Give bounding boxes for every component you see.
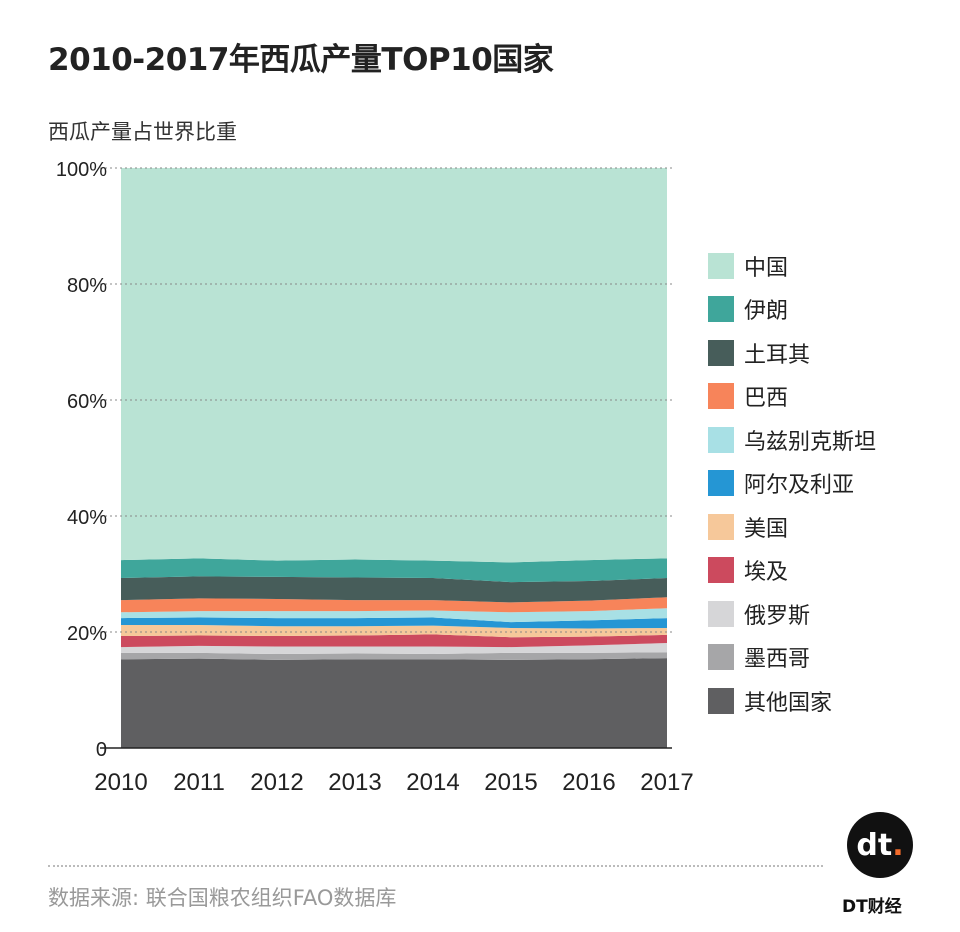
x-tick-label: 2013 [328,769,381,796]
legend-item: 阿尔及利亚 [708,462,876,506]
footer-divider [48,865,823,867]
y-axis-label: 西瓜产量占世界比重 [48,120,237,144]
x-tick-label: 2016 [562,769,615,796]
legend-label: 土耳其 [744,342,811,368]
legend-label: 其他国家 [744,690,833,716]
legend-swatch [708,600,734,627]
x-tick-label: 2011 [173,769,225,796]
legend-swatch [708,687,734,714]
area-series-4 [121,625,667,638]
legend-item: 伊朗 [708,288,876,332]
area-series-3 [121,634,667,648]
legend-swatch [708,252,734,279]
y-tick-label: 100% [56,159,107,181]
legend-item: 墨西哥 [708,636,876,680]
area-series-6 [121,608,667,623]
legend-label: 阿尔及利亚 [744,473,855,499]
y-tick-label: 0 [96,739,107,761]
source-note: 数据来源: 联合国粮农组织FAO数据库 [48,886,397,910]
legend-label: 伊朗 [744,299,789,325]
dt-logo: dt. [847,812,913,878]
legend-item: 土耳其 [708,331,876,375]
x-tick-label: 2015 [484,769,537,796]
legend-swatch [708,383,734,410]
legend-item: 中国 [708,244,876,288]
legend-item: 其他国家 [708,679,876,723]
legend-label: 墨西哥 [744,647,811,673]
area-series-0 [121,658,667,748]
legend-item: 巴西 [708,375,876,419]
legend-swatch [708,557,734,584]
legend-item: 美国 [708,505,876,549]
y-tick-label: 20% [67,623,107,645]
legend-label: 美国 [744,516,789,542]
x-tick-label: 2010 [94,769,147,796]
legend-swatch [708,513,734,540]
chart-title: 2010-2017年西瓜产量TOP10国家 [48,42,554,78]
legend-swatch [708,644,734,671]
legend-item: 俄罗斯 [708,592,876,636]
logo-text: DT财经 [842,897,902,917]
legend-label: 乌兹别克斯坦 [744,429,877,455]
y-tick-label: 60% [67,391,107,413]
legend-swatch [708,426,734,453]
legend-label: 巴西 [744,386,789,412]
area-series-9 [121,558,667,583]
legend-item: 乌兹别克斯坦 [708,418,876,462]
legend-swatch [708,296,734,323]
area-series-1 [121,652,667,660]
legend-swatch [708,339,734,366]
legend-label: 中国 [744,255,789,281]
x-tick-label: 2012 [250,769,303,796]
x-tick-label: 2017 [640,769,693,796]
legend-label: 俄罗斯 [744,603,811,629]
legend: 中国伊朗土耳其巴西乌兹别克斯坦 阿尔及利亚美国埃及俄罗斯墨西哥其他国家 [708,244,876,723]
area-series-10 [121,168,667,563]
area-series-5 [121,617,667,629]
area-series-7 [121,597,667,613]
area-series-8 [121,576,667,603]
legend-label: 埃及 [744,560,789,586]
legend-swatch [708,470,734,497]
area-series-2 [121,643,667,655]
x-tick-label: 2014 [406,769,459,796]
y-tick-label: 40% [67,507,107,529]
y-tick-label: 80% [67,275,107,297]
legend-item: 埃及 [708,549,876,593]
